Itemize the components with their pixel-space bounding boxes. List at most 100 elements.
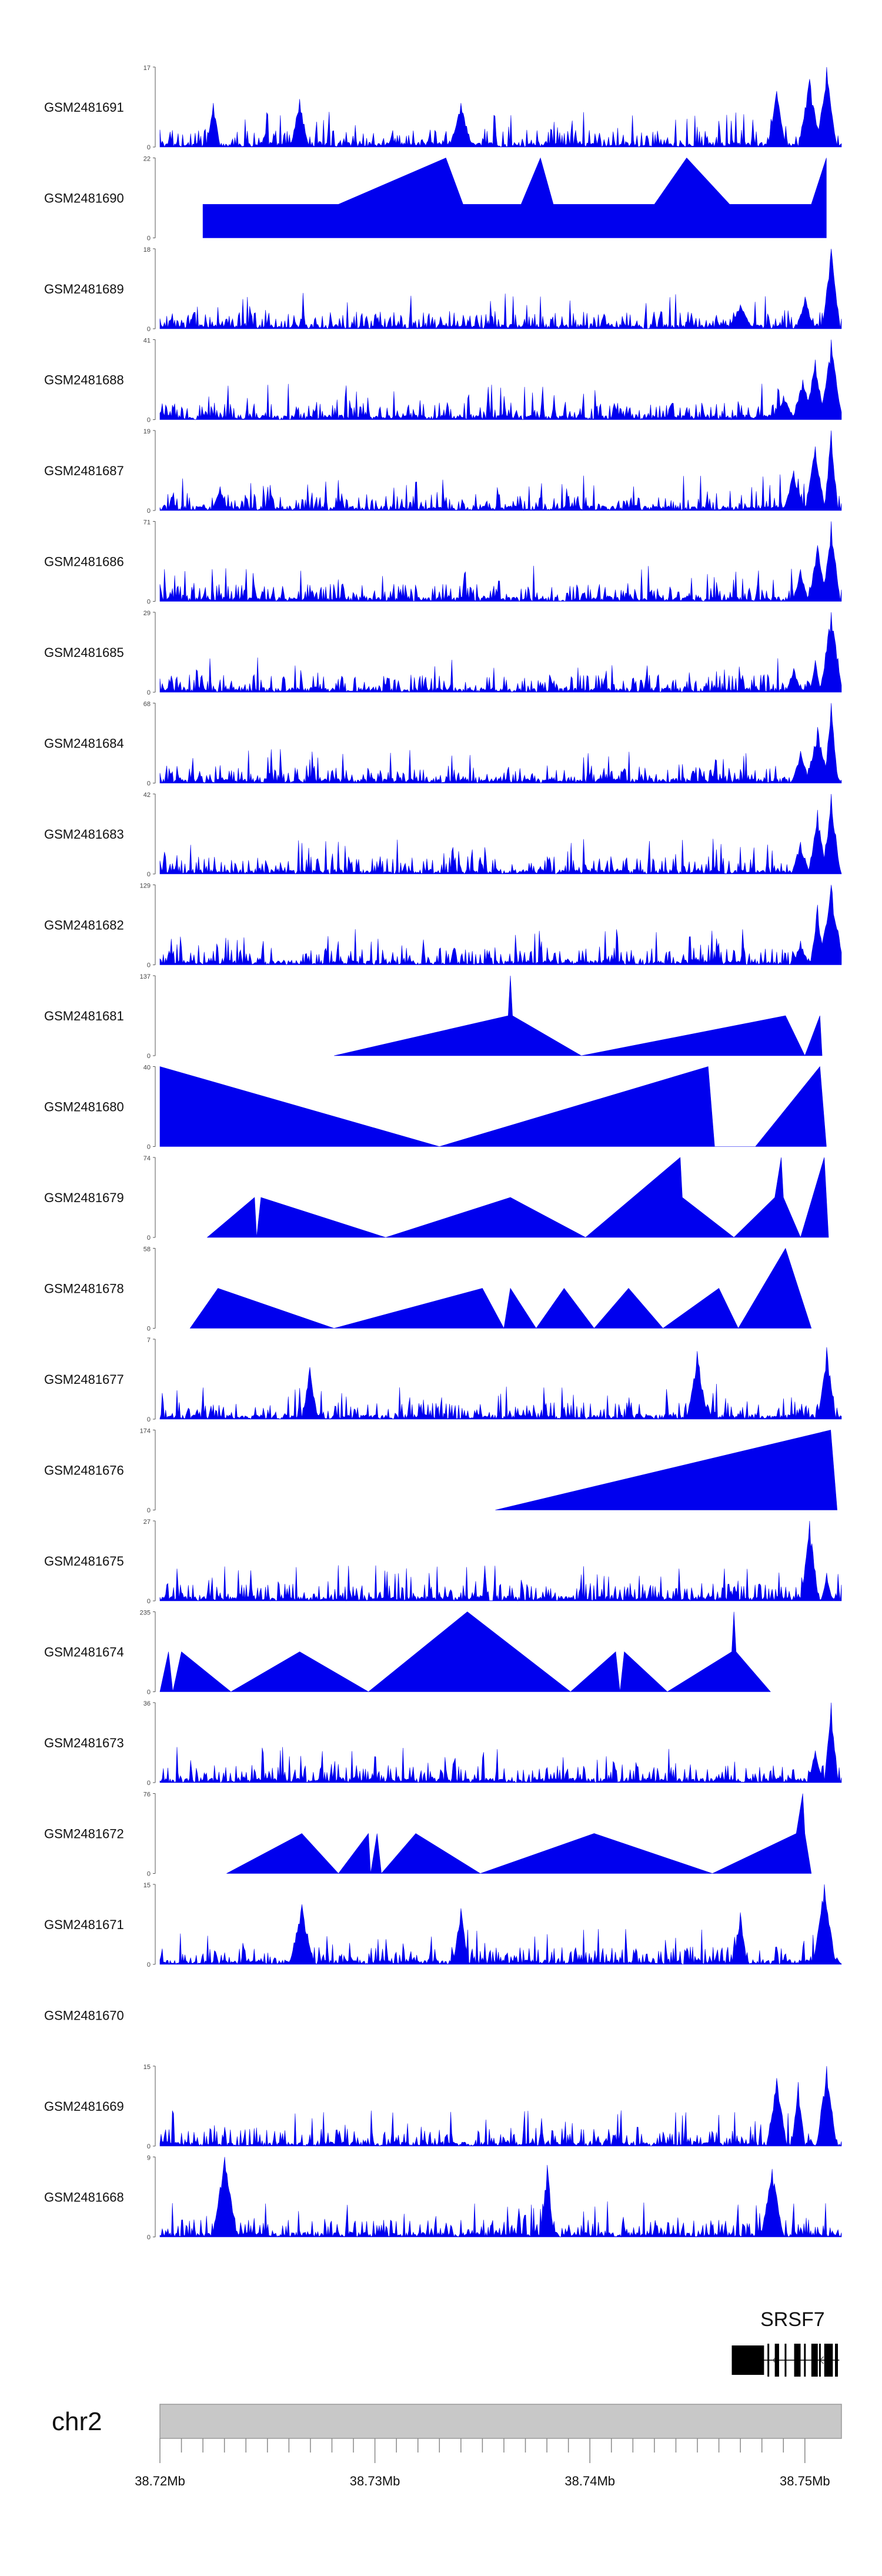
y-max-label: 15 [143, 2064, 151, 2071]
y-min-label: 0 [147, 1598, 151, 1605]
y-max-label: 58 [143, 1246, 151, 1253]
coverage-area [159, 1884, 842, 1966]
y-max-label: 19 [143, 428, 151, 435]
track-GSM2481671: GSM2481671 15 0 [44, 1882, 842, 1968]
gene-exon [731, 2345, 764, 2375]
track-label: GSM2481687 [44, 463, 124, 478]
coverage-area [159, 1066, 827, 1147]
coverage-area [495, 1430, 838, 1510]
coverage-area [159, 521, 842, 602]
y-max-label: 27 [143, 1519, 151, 1526]
track-GSM2481673: GSM2481673 36 0 [44, 1700, 842, 1787]
y-min-label: 0 [147, 326, 151, 333]
y-max-label: 129 [140, 883, 151, 890]
y-min-label: 0 [147, 871, 151, 878]
track-GSM2481682: GSM2481682 129 0 [44, 883, 842, 969]
coverage-area [159, 66, 842, 148]
track-GSM2481686: GSM2481686 71 0 [44, 519, 842, 606]
y-max-label: 76 [143, 1791, 151, 1798]
y-max-label: 40 [143, 1065, 151, 1072]
y-max-label: 42 [143, 792, 151, 799]
track-GSM2481677: GSM2481677 7 0 [44, 1337, 842, 1423]
track-label: GSM2481676 [44, 1463, 124, 1478]
coverage-area [159, 885, 842, 966]
y-max-label: 22 [143, 156, 151, 163]
x-tick-label: 38.73Mb [350, 2474, 400, 2488]
track-label: GSM2481669 [44, 2099, 124, 2114]
track-label: GSM2481679 [44, 1190, 124, 1205]
y-min-label: 0 [147, 417, 151, 424]
coverage-area [159, 612, 842, 693]
y-min-label: 0 [147, 1416, 151, 1423]
y-max-label: 36 [143, 1700, 151, 1707]
coverage-area [202, 157, 827, 238]
gene-exon [774, 2344, 779, 2377]
y-max-label: 29 [143, 610, 151, 617]
y-min-label: 0 [147, 1689, 151, 1696]
y-max-label: 174 [140, 1428, 151, 1435]
coverage-area [334, 975, 823, 1056]
coverage-area [159, 2066, 842, 2147]
track-label: GSM2481690 [44, 191, 124, 206]
track-GSM2481684: GSM2481684 68 0 [44, 701, 842, 788]
track-label: GSM2481681 [44, 1009, 124, 1023]
coverage-tracks: GSM2481691170GSM2481690220GSM2481689180G… [44, 65, 842, 2241]
track-GSM2481681: GSM2481681 137 0 [44, 973, 823, 1060]
y-min-label: 0 [147, 599, 151, 606]
track-GSM2481683: GSM2481683 42 0 [44, 792, 842, 878]
track-label: GSM2481685 [44, 645, 124, 660]
coverage-area [159, 703, 842, 784]
track-label: GSM2481691 [44, 100, 124, 115]
coverage-area [159, 1702, 842, 1783]
track-label: GSM2481668 [44, 2190, 124, 2205]
gene-exon [835, 2344, 838, 2377]
y-min-label: 0 [147, 780, 151, 788]
track-GSM2481687: GSM2481687 19 0 [44, 428, 842, 515]
y-max-label: 137 [140, 973, 151, 980]
track-GSM2481680: GSM2481680 40 0 [44, 1065, 827, 1151]
y-max-label: 15 [143, 1882, 151, 1889]
track-GSM2481690: GSM2481690 22 0 [44, 156, 827, 242]
x-tick-label: 38.72Mb [135, 2474, 185, 2488]
y-max-label: 17 [143, 65, 151, 72]
track-label: GSM2481683 [44, 827, 124, 842]
x-tick-label: 38.75Mb [780, 2474, 830, 2488]
track-label: GSM2481671 [44, 1917, 124, 1932]
track-GSM2481689: GSM2481689 18 0 [44, 246, 842, 333]
y-min-label: 0 [147, 1326, 151, 1333]
gene-exon [794, 2344, 801, 2377]
y-max-label: 71 [143, 519, 151, 526]
track-label: GSM2481670 [44, 2008, 124, 2023]
track-label: GSM2481673 [44, 1736, 124, 1750]
track-label: GSM2481688 [44, 373, 124, 388]
coverage-area [159, 248, 842, 329]
coverage-area [159, 430, 842, 512]
track-GSM2481685: GSM2481685 29 0 [44, 610, 842, 696]
track-label: GSM2481677 [44, 1372, 124, 1387]
chromosome-bar [159, 2404, 842, 2439]
coverage-area [159, 339, 842, 421]
y-min-label: 0 [147, 1234, 151, 1242]
track-GSM2481676: GSM2481676 174 0 [44, 1428, 838, 1514]
track-label: GSM2481689 [44, 282, 124, 296]
track-label: GSM2481682 [44, 918, 124, 933]
chromosome-axis: chr2 38.72Mb 38.73Mb 38.74Mb 38.75Mb [52, 2404, 842, 2488]
y-min-label: 0 [147, 962, 151, 969]
y-min-label: 0 [147, 1053, 151, 1060]
gene-exon [824, 2344, 833, 2377]
track-GSM2481672: GSM2481672 76 0 [44, 1791, 812, 1878]
y-max-label: 18 [143, 246, 151, 253]
y-min-label: 0 [147, 1961, 151, 1968]
track-GSM2481668: GSM2481668 9 0 [44, 2155, 842, 2241]
track-label: GSM2481678 [44, 1282, 124, 1296]
y-min-label: 0 [147, 1507, 151, 1514]
track-GSM2481675: GSM2481675 27 0 [44, 1519, 842, 1605]
coverage-area [159, 793, 842, 875]
track-GSM2481669: GSM2481669 15 0 [44, 2064, 842, 2150]
track-label: GSM2481686 [44, 555, 124, 569]
y-min-label: 0 [147, 1871, 151, 1878]
track-label: GSM2481672 [44, 1827, 124, 1841]
y-max-label: 235 [140, 1610, 151, 1617]
gene-exon [811, 2344, 818, 2377]
y-min-label: 0 [147, 2234, 151, 2241]
